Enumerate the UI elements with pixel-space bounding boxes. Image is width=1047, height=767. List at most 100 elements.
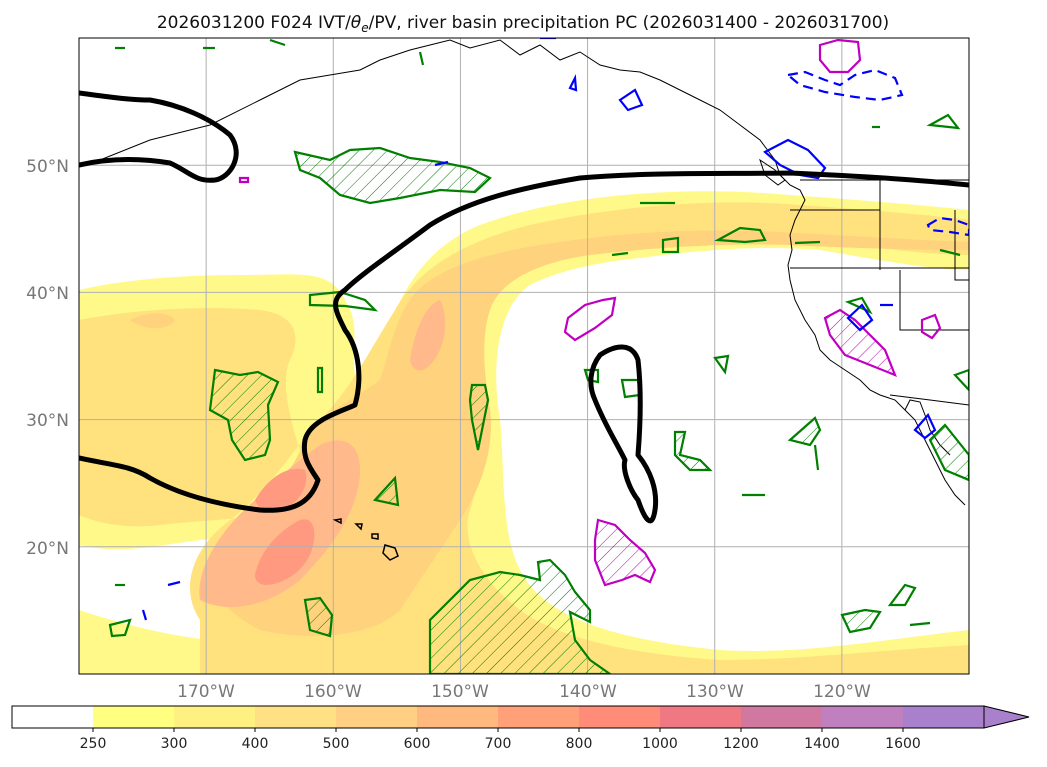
colorbar-segment xyxy=(336,706,418,728)
lon-label-140w: 140°W xyxy=(559,682,617,702)
lat-label-50: 50°N xyxy=(26,157,69,177)
pv-green-31 xyxy=(939,248,961,257)
pv-green-28 xyxy=(909,621,931,627)
pv-green-15 xyxy=(926,113,961,130)
lon-label-150w: 150°W xyxy=(431,682,489,702)
pv-green-25 xyxy=(611,251,629,257)
pv-green-8 xyxy=(673,430,713,472)
colorbar-segment xyxy=(255,706,337,728)
pv-green-17 xyxy=(928,423,969,482)
colorbar-segment xyxy=(741,706,823,728)
pv-green-contours xyxy=(108,38,969,674)
pv-blue-dashed-2 xyxy=(926,216,969,237)
lon-label-170w: 170°W xyxy=(177,682,235,702)
colorbar-tick-label: 1400 xyxy=(804,736,840,752)
pv-magenta-contours xyxy=(238,38,942,587)
lat-label-20: 20°N xyxy=(26,539,69,559)
pv-magenta-6 xyxy=(238,176,250,184)
pv-green-5 xyxy=(468,383,490,451)
pv-green-6 xyxy=(372,475,400,507)
pv-blue-7 xyxy=(167,580,181,587)
pv-blue-6 xyxy=(434,160,449,167)
coastlines xyxy=(99,39,969,506)
pv-green-20 xyxy=(713,354,730,375)
ivt-band-400 xyxy=(130,230,969,636)
pv-magenta-1 xyxy=(593,518,657,587)
ivt-band-250 xyxy=(79,191,969,674)
colorbar-segment xyxy=(93,706,175,728)
map-frame xyxy=(78,37,970,675)
map-area xyxy=(79,38,969,674)
colorbar-tick-label: 1600 xyxy=(885,736,921,752)
colorbar-segment xyxy=(174,706,256,728)
pv-magenta-4 xyxy=(818,38,862,74)
pv-green-18 xyxy=(887,583,917,607)
hawaii-islands xyxy=(332,518,399,561)
colorbar-tick-label: 700 xyxy=(485,736,512,752)
colorbar-segment xyxy=(417,706,499,728)
colorbar-tick-label: 800 xyxy=(566,736,593,752)
pv-blue-5 xyxy=(568,73,578,92)
pv-green-34 xyxy=(269,38,286,47)
chart-title: 2026031200 F024 IVT/θe/PV, river basin p… xyxy=(157,13,889,35)
pv-green-7 xyxy=(303,596,334,638)
alaska-coast xyxy=(99,39,776,161)
pv-blue-4 xyxy=(618,88,644,112)
ivt-band-500 xyxy=(199,300,446,608)
colorbar-tick-label: 500 xyxy=(323,736,350,752)
pv-magenta-5 xyxy=(920,313,942,340)
colorbar-tick-label: 250 xyxy=(80,736,107,752)
theta-e-contour-3 xyxy=(588,344,659,524)
colorbar-tick-label: 1200 xyxy=(723,736,759,752)
hawaii-oahu xyxy=(354,523,363,531)
pv-green-1 xyxy=(293,146,492,205)
latitude-labels: 50°N 40°N 30°N 20°N xyxy=(26,157,69,559)
pv-blue-8 xyxy=(141,609,148,621)
lat-label-40: 40°N xyxy=(26,284,69,304)
ivt-band-600 xyxy=(255,468,315,585)
colorbar-segment xyxy=(579,706,661,728)
pv-green-19 xyxy=(108,618,132,638)
hawaii-big-island xyxy=(382,544,399,561)
theta-e-contour-2 xyxy=(79,170,969,513)
pv-blue-2 xyxy=(846,303,874,332)
pv-green-3 xyxy=(428,558,612,674)
pv-blue-3 xyxy=(913,412,937,440)
theta-e-contours xyxy=(79,90,969,524)
colorbar-segment xyxy=(903,706,985,728)
pv-green-29 xyxy=(813,444,820,471)
colorbar-segment xyxy=(822,706,904,728)
pv-blue-dashed-1 xyxy=(785,68,904,102)
theta-e-contour-1 xyxy=(79,90,239,183)
state-lines xyxy=(790,180,969,331)
pv-green-21 xyxy=(316,366,324,394)
longitude-labels: 170°W 160°W 150°W 140°W 130°W 120°W xyxy=(177,682,871,702)
lon-label-160w: 160°W xyxy=(304,682,362,702)
hawaii-kauai xyxy=(332,518,342,525)
pv-magenta-3 xyxy=(563,296,617,342)
pv-green-11 xyxy=(714,226,767,244)
mexico-border xyxy=(889,394,969,406)
colorbar-tick-label: 400 xyxy=(242,736,269,752)
lon-label-130w: 130°W xyxy=(686,682,744,702)
pv-green-9 xyxy=(787,416,822,447)
pv-green-10 xyxy=(840,608,882,634)
colorbar-segment xyxy=(498,706,580,728)
ivt-shading xyxy=(79,191,969,674)
hawaii-maui xyxy=(371,533,379,540)
colorbar-segment xyxy=(660,706,742,728)
colorbar-tick-label: 300 xyxy=(161,736,188,752)
colorbar: 250 300 400 500 600 700 800 1000 1200 1400 1600 xyxy=(11,705,1030,752)
lon-label-120w: 120°W xyxy=(813,682,871,702)
pv-green-16 xyxy=(953,368,969,392)
colorbar-segment xyxy=(12,706,94,728)
colorbar-tick-label: 600 xyxy=(404,736,431,752)
pv-green-14 xyxy=(661,236,680,254)
lat-label-30: 30°N xyxy=(26,411,69,431)
pv-green-30 xyxy=(418,51,425,66)
bc-coast xyxy=(774,159,966,506)
pv-green-24 xyxy=(794,240,821,245)
colorbar-tick-label: 1000 xyxy=(642,736,678,752)
colorbar-extend-arrow xyxy=(983,705,1030,729)
